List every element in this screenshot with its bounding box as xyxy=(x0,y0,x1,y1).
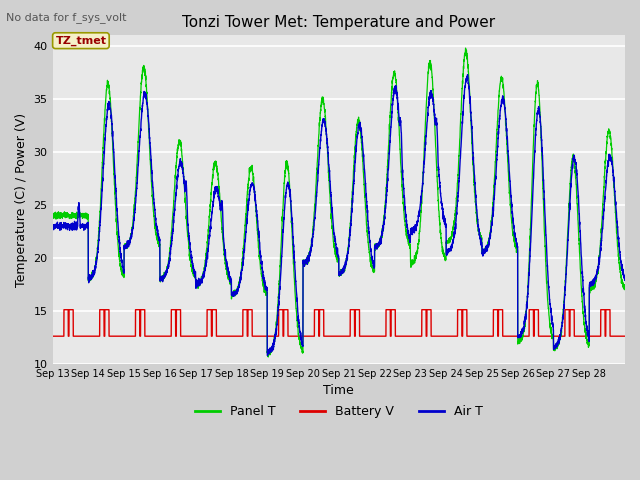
X-axis label: Time: Time xyxy=(323,384,354,397)
Y-axis label: Temperature (C) / Power (V): Temperature (C) / Power (V) xyxy=(15,112,28,287)
Title: Tonzi Tower Met: Temperature and Power: Tonzi Tower Met: Temperature and Power xyxy=(182,15,495,30)
Text: No data for f_sys_volt: No data for f_sys_volt xyxy=(6,12,127,23)
Legend: Panel T, Battery V, Air T: Panel T, Battery V, Air T xyxy=(189,400,488,423)
Text: TZ_tmet: TZ_tmet xyxy=(56,36,106,46)
